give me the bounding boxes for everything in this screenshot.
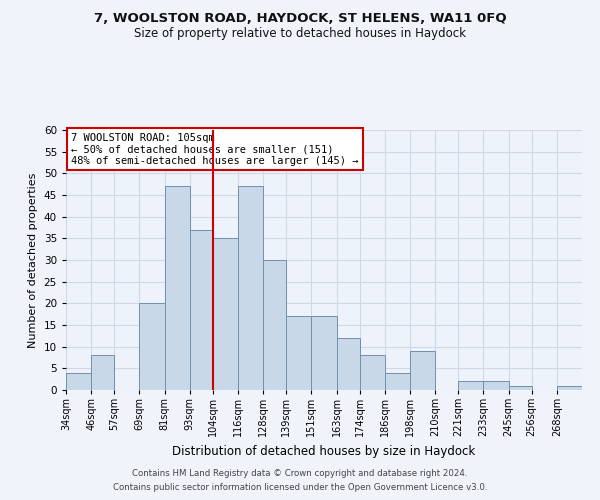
Bar: [557, 386, 582, 390]
X-axis label: Distribution of detached houses by size in Haydock: Distribution of detached houses by size …: [172, 444, 476, 458]
Bar: [263, 260, 286, 390]
Text: Contains public sector information licensed under the Open Government Licence v3: Contains public sector information licen…: [113, 484, 487, 492]
Bar: [385, 372, 410, 390]
Bar: [484, 382, 509, 390]
Bar: [164, 186, 190, 390]
Bar: [359, 356, 385, 390]
Bar: [286, 316, 311, 390]
Bar: [458, 382, 484, 390]
Bar: [311, 316, 337, 390]
Text: 7, WOOLSTON ROAD, HAYDOCK, ST HELENS, WA11 0FQ: 7, WOOLSTON ROAD, HAYDOCK, ST HELENS, WA…: [94, 12, 506, 26]
Bar: [213, 238, 238, 390]
Bar: [337, 338, 359, 390]
Bar: [238, 186, 263, 390]
Bar: [509, 386, 532, 390]
Bar: [91, 356, 114, 390]
Bar: [66, 372, 91, 390]
Y-axis label: Number of detached properties: Number of detached properties: [28, 172, 38, 348]
Bar: [190, 230, 213, 390]
Text: Contains HM Land Registry data © Crown copyright and database right 2024.: Contains HM Land Registry data © Crown c…: [132, 468, 468, 477]
Bar: [410, 351, 435, 390]
Text: Size of property relative to detached houses in Haydock: Size of property relative to detached ho…: [134, 28, 466, 40]
Bar: [139, 304, 164, 390]
Text: 7 WOOLSTON ROAD: 105sqm
← 50% of detached houses are smaller (151)
48% of semi-d: 7 WOOLSTON ROAD: 105sqm ← 50% of detache…: [71, 132, 359, 166]
